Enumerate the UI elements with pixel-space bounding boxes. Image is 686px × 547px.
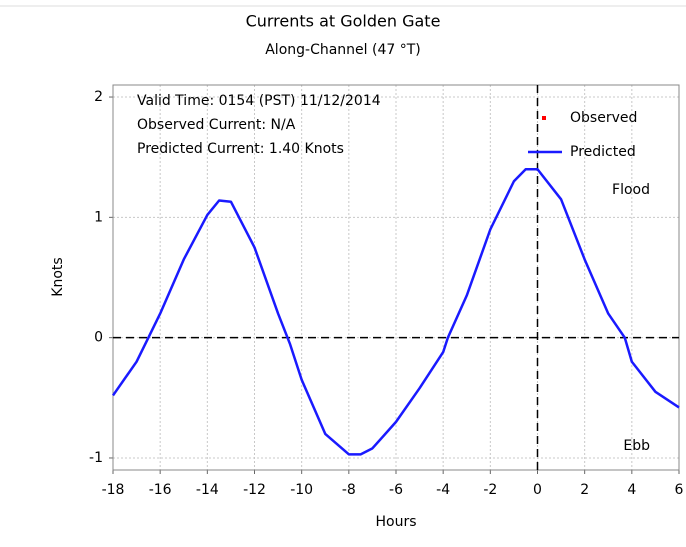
x-tick-label: -2: [483, 482, 497, 498]
region-label: Flood: [612, 182, 650, 198]
data-line: [111, 167, 680, 456]
region-label: Ebb: [623, 438, 650, 454]
x-tick-label: -14: [196, 482, 219, 498]
legend-swatch: [542, 116, 546, 120]
annotation: Observed Current: N/A: [137, 117, 296, 133]
x-tick-label: -18: [102, 482, 125, 498]
x-tick-label: -6: [389, 482, 403, 498]
annotation: Valid Time: 0154 (PST) 11/12/2014: [137, 93, 381, 109]
x-axis-label: Hours: [375, 514, 416, 530]
chart-title: Currents at Golden Gate: [246, 12, 441, 31]
x-tick-label: -16: [149, 482, 172, 498]
x-tick-label: -4: [436, 482, 450, 498]
x-tick-label: 6: [675, 482, 684, 498]
y-tick-label: 0: [94, 330, 103, 346]
x-tick-label: 2: [580, 482, 589, 498]
x-tick-label: 0: [533, 482, 542, 498]
plot-frame: [112, 84, 680, 471]
annotation: Predicted Current: 1.40 Knots: [137, 141, 344, 157]
x-tick-label: -8: [342, 482, 356, 498]
y-axis-label: Knots: [50, 257, 66, 296]
y-tick-label: 1: [94, 209, 103, 225]
y-tick-label: 2: [94, 89, 103, 105]
y-tick-label: -1: [89, 450, 103, 466]
x-tick-label: 4: [627, 482, 636, 498]
x-tick-label: -12: [243, 482, 266, 498]
x-tick-label: -10: [290, 482, 313, 498]
chart-subtitle: Along-Channel (47 °T): [265, 42, 421, 58]
legend-label: Observed: [570, 110, 637, 126]
legend-label: Predicted: [570, 144, 636, 160]
